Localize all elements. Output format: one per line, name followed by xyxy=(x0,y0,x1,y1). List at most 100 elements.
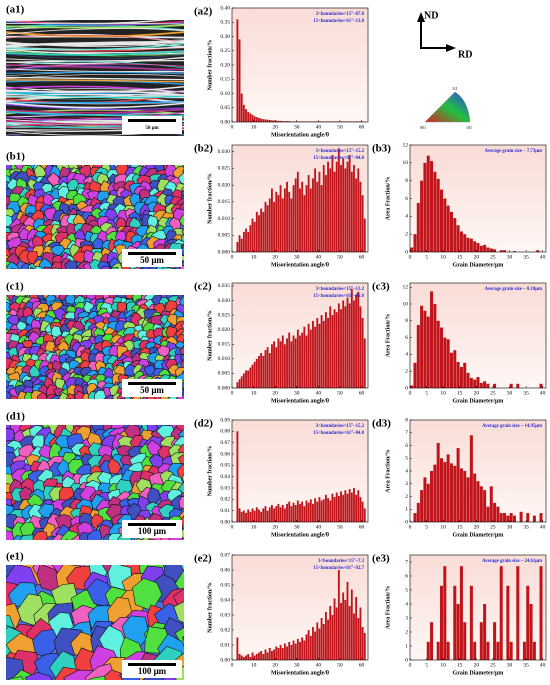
bar xyxy=(322,624,325,660)
bar xyxy=(255,117,258,122)
bar xyxy=(503,513,507,522)
bar xyxy=(344,490,347,522)
x-tick-label: 50 xyxy=(337,124,343,130)
bar xyxy=(426,483,430,522)
grain xyxy=(188,216,202,229)
x-tick-label: 40 xyxy=(316,124,322,130)
x-tick-label: 0 xyxy=(231,124,234,130)
bar xyxy=(361,318,364,388)
bar xyxy=(359,607,362,660)
bar xyxy=(286,338,288,388)
bar xyxy=(309,188,312,252)
grain xyxy=(181,473,184,484)
grain xyxy=(0,646,1,676)
bar xyxy=(255,507,258,522)
bar xyxy=(314,498,317,522)
bar xyxy=(238,508,241,522)
bar xyxy=(443,198,447,252)
bar xyxy=(473,641,477,660)
ipf-corner: 111 xyxy=(452,86,458,91)
y-tick-label: 8 xyxy=(405,417,408,423)
x-tick-label: 50 xyxy=(337,524,343,530)
annotation: 15<boundaries<61°~86.8 xyxy=(313,294,364,299)
bar xyxy=(271,505,273,522)
grain xyxy=(6,528,8,535)
grain xyxy=(6,379,7,380)
grain xyxy=(57,397,61,399)
x-tick-label: 10 xyxy=(440,390,446,396)
bar xyxy=(253,116,256,122)
bar xyxy=(253,221,256,252)
grain xyxy=(187,535,202,550)
y-tick-label: 5 xyxy=(405,456,408,462)
bar xyxy=(255,654,258,660)
bar xyxy=(303,506,306,522)
y-tick-label: 0.035 xyxy=(218,283,231,289)
histogram-panel: 0 2 4 6 8 10 12 0 5 10 15 20 25 30 35 40 Grain Diameter/… xyxy=(372,281,547,404)
texture xyxy=(6,61,184,69)
bar xyxy=(357,618,360,660)
texture xyxy=(6,20,83,22)
bar xyxy=(353,488,355,522)
bar xyxy=(309,636,312,660)
x-tick-label: 40 xyxy=(540,254,546,260)
grain xyxy=(0,627,4,655)
bar xyxy=(416,325,420,388)
bar xyxy=(268,648,271,660)
grain xyxy=(82,400,94,411)
x-tick-label: 0 xyxy=(409,524,412,530)
ipf-legend: ND RD 001 101 111 xyxy=(417,10,472,130)
x-tick-label: 5 xyxy=(425,662,428,668)
grain xyxy=(64,150,76,164)
bar xyxy=(489,486,493,522)
grain xyxy=(187,260,200,273)
grain xyxy=(44,402,56,412)
bar xyxy=(426,316,430,388)
bar xyxy=(506,585,510,660)
bar xyxy=(258,355,260,388)
y-tick-label: 5 xyxy=(405,587,408,593)
scale-bar xyxy=(128,252,176,255)
grain xyxy=(179,295,184,308)
x-tick-label: 40 xyxy=(540,390,546,396)
grain xyxy=(187,224,201,235)
grain xyxy=(176,463,184,480)
grain xyxy=(108,165,110,166)
grain xyxy=(188,158,201,169)
bar xyxy=(493,622,497,660)
bar xyxy=(344,306,347,388)
bar xyxy=(348,606,351,660)
grain xyxy=(188,154,198,164)
grain xyxy=(178,496,184,510)
grain xyxy=(122,542,137,558)
bar xyxy=(324,175,327,252)
y-tick-label: 0.40 xyxy=(220,5,230,11)
bar xyxy=(260,651,263,660)
grain xyxy=(32,530,49,540)
y-tick-label: 0.10 xyxy=(220,91,230,97)
bar xyxy=(426,641,430,660)
bar xyxy=(314,631,317,660)
ipf-triangle xyxy=(424,91,471,123)
texture xyxy=(6,27,184,35)
bar xyxy=(322,320,325,388)
y-tick-label: 0.07 xyxy=(220,440,230,446)
grain xyxy=(107,154,119,165)
bar xyxy=(281,505,284,522)
bar xyxy=(320,315,323,388)
bar xyxy=(413,513,417,522)
y-tick-label: 0.025 xyxy=(218,312,231,318)
bar xyxy=(420,490,424,522)
x-tick-label: 20 xyxy=(474,390,480,396)
y-tick-label: 0.02 xyxy=(220,627,230,633)
y-tick-label: 0.020 xyxy=(218,182,231,188)
grain xyxy=(88,425,98,427)
grain xyxy=(71,536,100,564)
bar xyxy=(430,622,434,660)
panel-label: (b3) xyxy=(372,143,391,155)
x-tick-label: 0 xyxy=(231,254,234,260)
plot-frame xyxy=(231,144,369,253)
grain xyxy=(6,323,7,330)
bar xyxy=(316,501,319,522)
grain xyxy=(64,260,78,269)
